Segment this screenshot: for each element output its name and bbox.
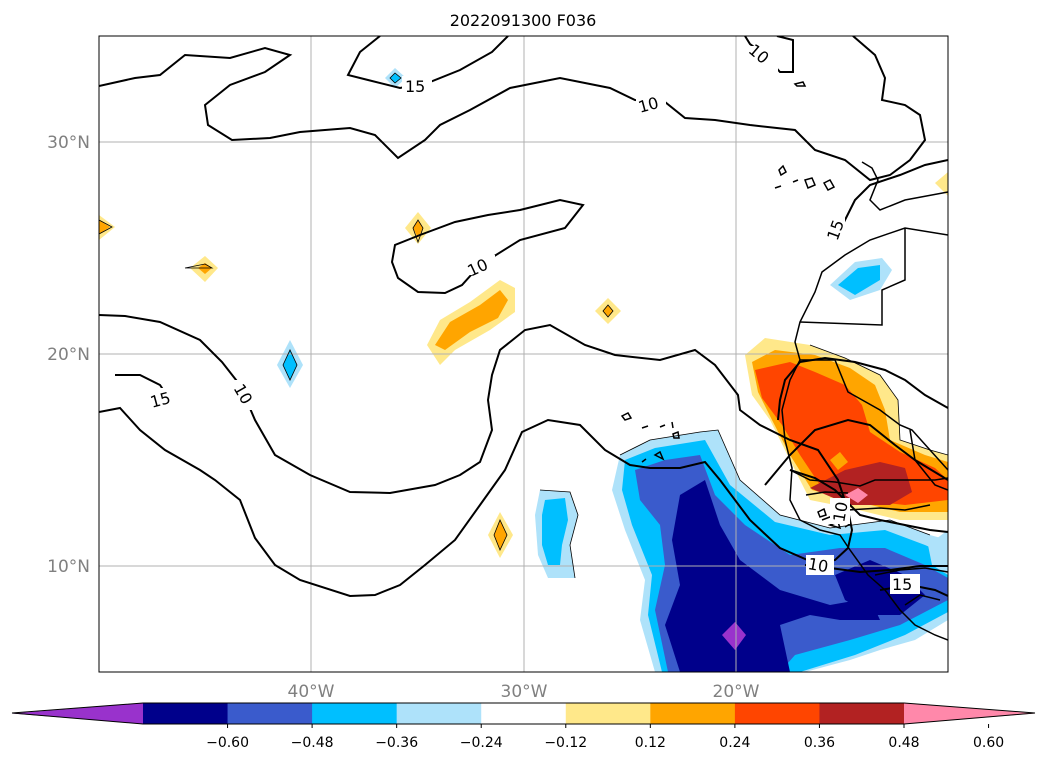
coast-iberia [861, 161, 948, 211]
contour-north-top [346, 36, 509, 90]
colorbar-tick-label: 0.60 [973, 735, 1004, 751]
colorbar-tick-label: 0.36 [804, 735, 835, 751]
contour-africa-15 [764, 418, 948, 486]
positive-spot-east-edge [935, 172, 948, 196]
colorbar-segment [481, 703, 567, 724]
lat-label: 10°N [47, 557, 90, 577]
contour-ne-10 [839, 159, 948, 231]
negative-spot-cv-core [542, 498, 568, 565]
negative-region-navy [665, 480, 880, 672]
lat-labels: 30°N 20°N 10°N [47, 133, 90, 577]
gambia-river [805, 491, 849, 496]
colorbar-segment [143, 703, 229, 724]
colorbar: −0.60 −0.48 −0.36 −0.24 −0.12 0.12 0.24 0.36 0.4… [11, 702, 1036, 751]
negative-spot-bays [928, 530, 948, 575]
map-plot-area: 15 10 10 10 15 10 15 10 10 15 10 [99, 36, 948, 672]
colorbar-ticks: −0.60 −0.48 −0.36 −0.24 −0.12 0.12 0.24 0.36 0.4… [206, 724, 1004, 751]
contour-africa-15b [777, 356, 948, 421]
lat-label: 30°N [47, 133, 90, 153]
anomaly-shading [99, 68, 948, 672]
border-mali-west [909, 429, 948, 491]
colorbar-tick-label: −0.36 [375, 735, 418, 751]
contour-10-mid [390, 198, 585, 295]
lon-label: 20°W [713, 682, 760, 702]
contour-ne-top [744, 36, 794, 73]
map-frame [98, 35, 949, 673]
contour-label: 15 [405, 77, 425, 96]
colorbar-tick-label: −0.24 [460, 735, 503, 751]
colorbar-tick-label: 0.24 [719, 735, 750, 751]
contour-africa-10 [789, 469, 948, 533]
colorbar-tick-label: 0.12 [635, 735, 666, 751]
negative-region-purple [722, 622, 746, 650]
negative-region-navy-east [835, 560, 925, 615]
lon-label: 40°W [288, 682, 335, 702]
colorbar-extend-low [12, 703, 143, 724]
colorbar-segment [227, 703, 313, 724]
border-senegal [789, 469, 948, 487]
negative-spot-morocco-core [838, 265, 880, 295]
colorbar-segment [819, 703, 905, 724]
positive-region-orange-spot [830, 452, 848, 470]
colorbar-outline [11, 702, 1036, 725]
colorbar-segment [565, 703, 651, 724]
colorbar-segment [396, 703, 482, 724]
colorbar-tick-label: 0.48 [888, 735, 919, 751]
positive-region-pink [845, 488, 868, 503]
contour-label: 10 [829, 500, 851, 523]
border-morocco [799, 228, 906, 326]
colorbar-extend-high [904, 703, 1035, 724]
lat-label: 20°N [47, 345, 90, 365]
positive-spot-west-edge-core [99, 220, 110, 234]
border-liberia [904, 594, 941, 606]
canary-islands [774, 164, 836, 191]
colorbar-segment [734, 703, 820, 724]
lon-labels: 40°W 30°W 20°W [288, 682, 760, 702]
colorbar-segments [12, 703, 1035, 724]
contour-label-halos [148, 46, 920, 594]
contour-label: 10 [636, 93, 661, 117]
contour-labels: 15 10 10 10 15 10 15 10 10 15 10 [148, 40, 912, 594]
contour-label: 15 [892, 575, 912, 594]
colorbar-tick-label: −0.12 [544, 735, 587, 751]
lon-label: 30°W [501, 682, 548, 702]
border-sierra-leone [874, 567, 948, 576]
positive-region-dark-red [810, 462, 912, 505]
contour-label: 15 [148, 388, 173, 412]
map-title: 2022091300 F036 [450, 11, 597, 30]
positive-spot-32w-core [435, 290, 508, 350]
colorbar-segment [312, 703, 398, 724]
colorbar-tick-label: −0.60 [206, 735, 249, 751]
madeira [793, 81, 807, 87]
contour-label: 10 [806, 554, 829, 576]
colorbar-segment [650, 703, 736, 724]
coast-africa [781, 227, 948, 641]
colorbar-tick-label: −0.48 [291, 735, 334, 751]
cape-verde-islands [620, 412, 680, 463]
contour-north-15 [99, 36, 927, 182]
